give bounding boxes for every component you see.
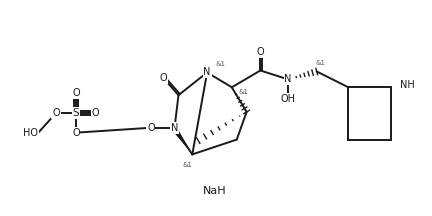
Text: O: O <box>52 108 60 118</box>
Text: S: S <box>73 108 79 118</box>
Text: N: N <box>284 74 292 84</box>
Polygon shape <box>175 130 192 154</box>
Text: O: O <box>147 123 155 133</box>
Text: N: N <box>203 67 211 78</box>
Text: O: O <box>160 73 168 83</box>
Text: N: N <box>171 123 178 133</box>
Text: OH: OH <box>280 94 295 104</box>
Text: O: O <box>72 88 79 98</box>
Text: &1: &1 <box>216 60 226 67</box>
Text: NaH: NaH <box>203 186 227 196</box>
Text: HO: HO <box>23 128 38 138</box>
Text: O: O <box>92 108 99 118</box>
Text: O: O <box>72 128 79 138</box>
Text: &1: &1 <box>182 162 192 168</box>
Text: &1: &1 <box>316 60 326 66</box>
Text: &1: &1 <box>238 89 249 95</box>
Text: NH: NH <box>400 80 414 90</box>
Text: O: O <box>257 47 264 57</box>
